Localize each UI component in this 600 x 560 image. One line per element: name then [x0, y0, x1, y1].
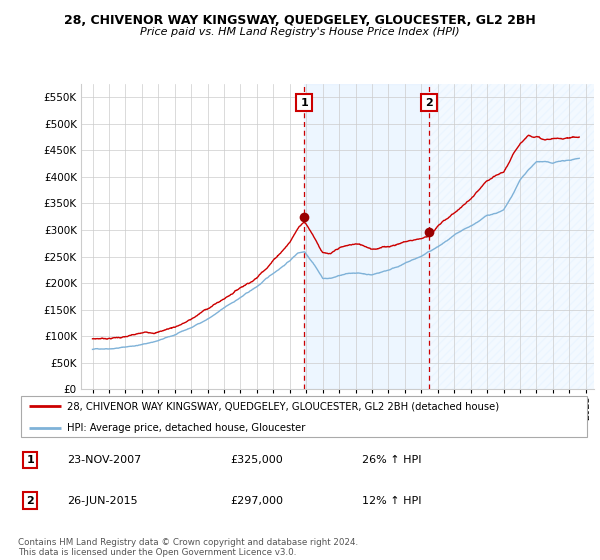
Text: 23-NOV-2007: 23-NOV-2007	[67, 455, 141, 465]
Text: £325,000: £325,000	[230, 455, 283, 465]
Text: Price paid vs. HM Land Registry's House Price Index (HPI): Price paid vs. HM Land Registry's House …	[140, 27, 460, 37]
Text: 26% ↑ HPI: 26% ↑ HPI	[362, 455, 421, 465]
Text: 1: 1	[301, 97, 308, 108]
Text: 2: 2	[26, 496, 34, 506]
Text: 12% ↑ HPI: 12% ↑ HPI	[362, 496, 421, 506]
Bar	[429, 84, 594, 389]
Text: 2: 2	[425, 97, 433, 108]
Bar	[304, 84, 429, 389]
Text: £297,000: £297,000	[230, 496, 283, 506]
Text: HPI: Average price, detached house, Gloucester: HPI: Average price, detached house, Glou…	[67, 423, 305, 433]
Text: 1: 1	[26, 455, 34, 465]
Text: Contains HM Land Registry data © Crown copyright and database right 2024.
This d: Contains HM Land Registry data © Crown c…	[18, 538, 358, 557]
FancyBboxPatch shape	[21, 396, 587, 437]
Text: 28, CHIVENOR WAY KINGSWAY, QUEDGELEY, GLOUCESTER, GL2 2BH: 28, CHIVENOR WAY KINGSWAY, QUEDGELEY, GL…	[64, 14, 536, 27]
Text: 26-JUN-2015: 26-JUN-2015	[67, 496, 137, 506]
Text: 28, CHIVENOR WAY KINGSWAY, QUEDGELEY, GLOUCESTER, GL2 2BH (detached house): 28, CHIVENOR WAY KINGSWAY, QUEDGELEY, GL…	[67, 401, 499, 411]
